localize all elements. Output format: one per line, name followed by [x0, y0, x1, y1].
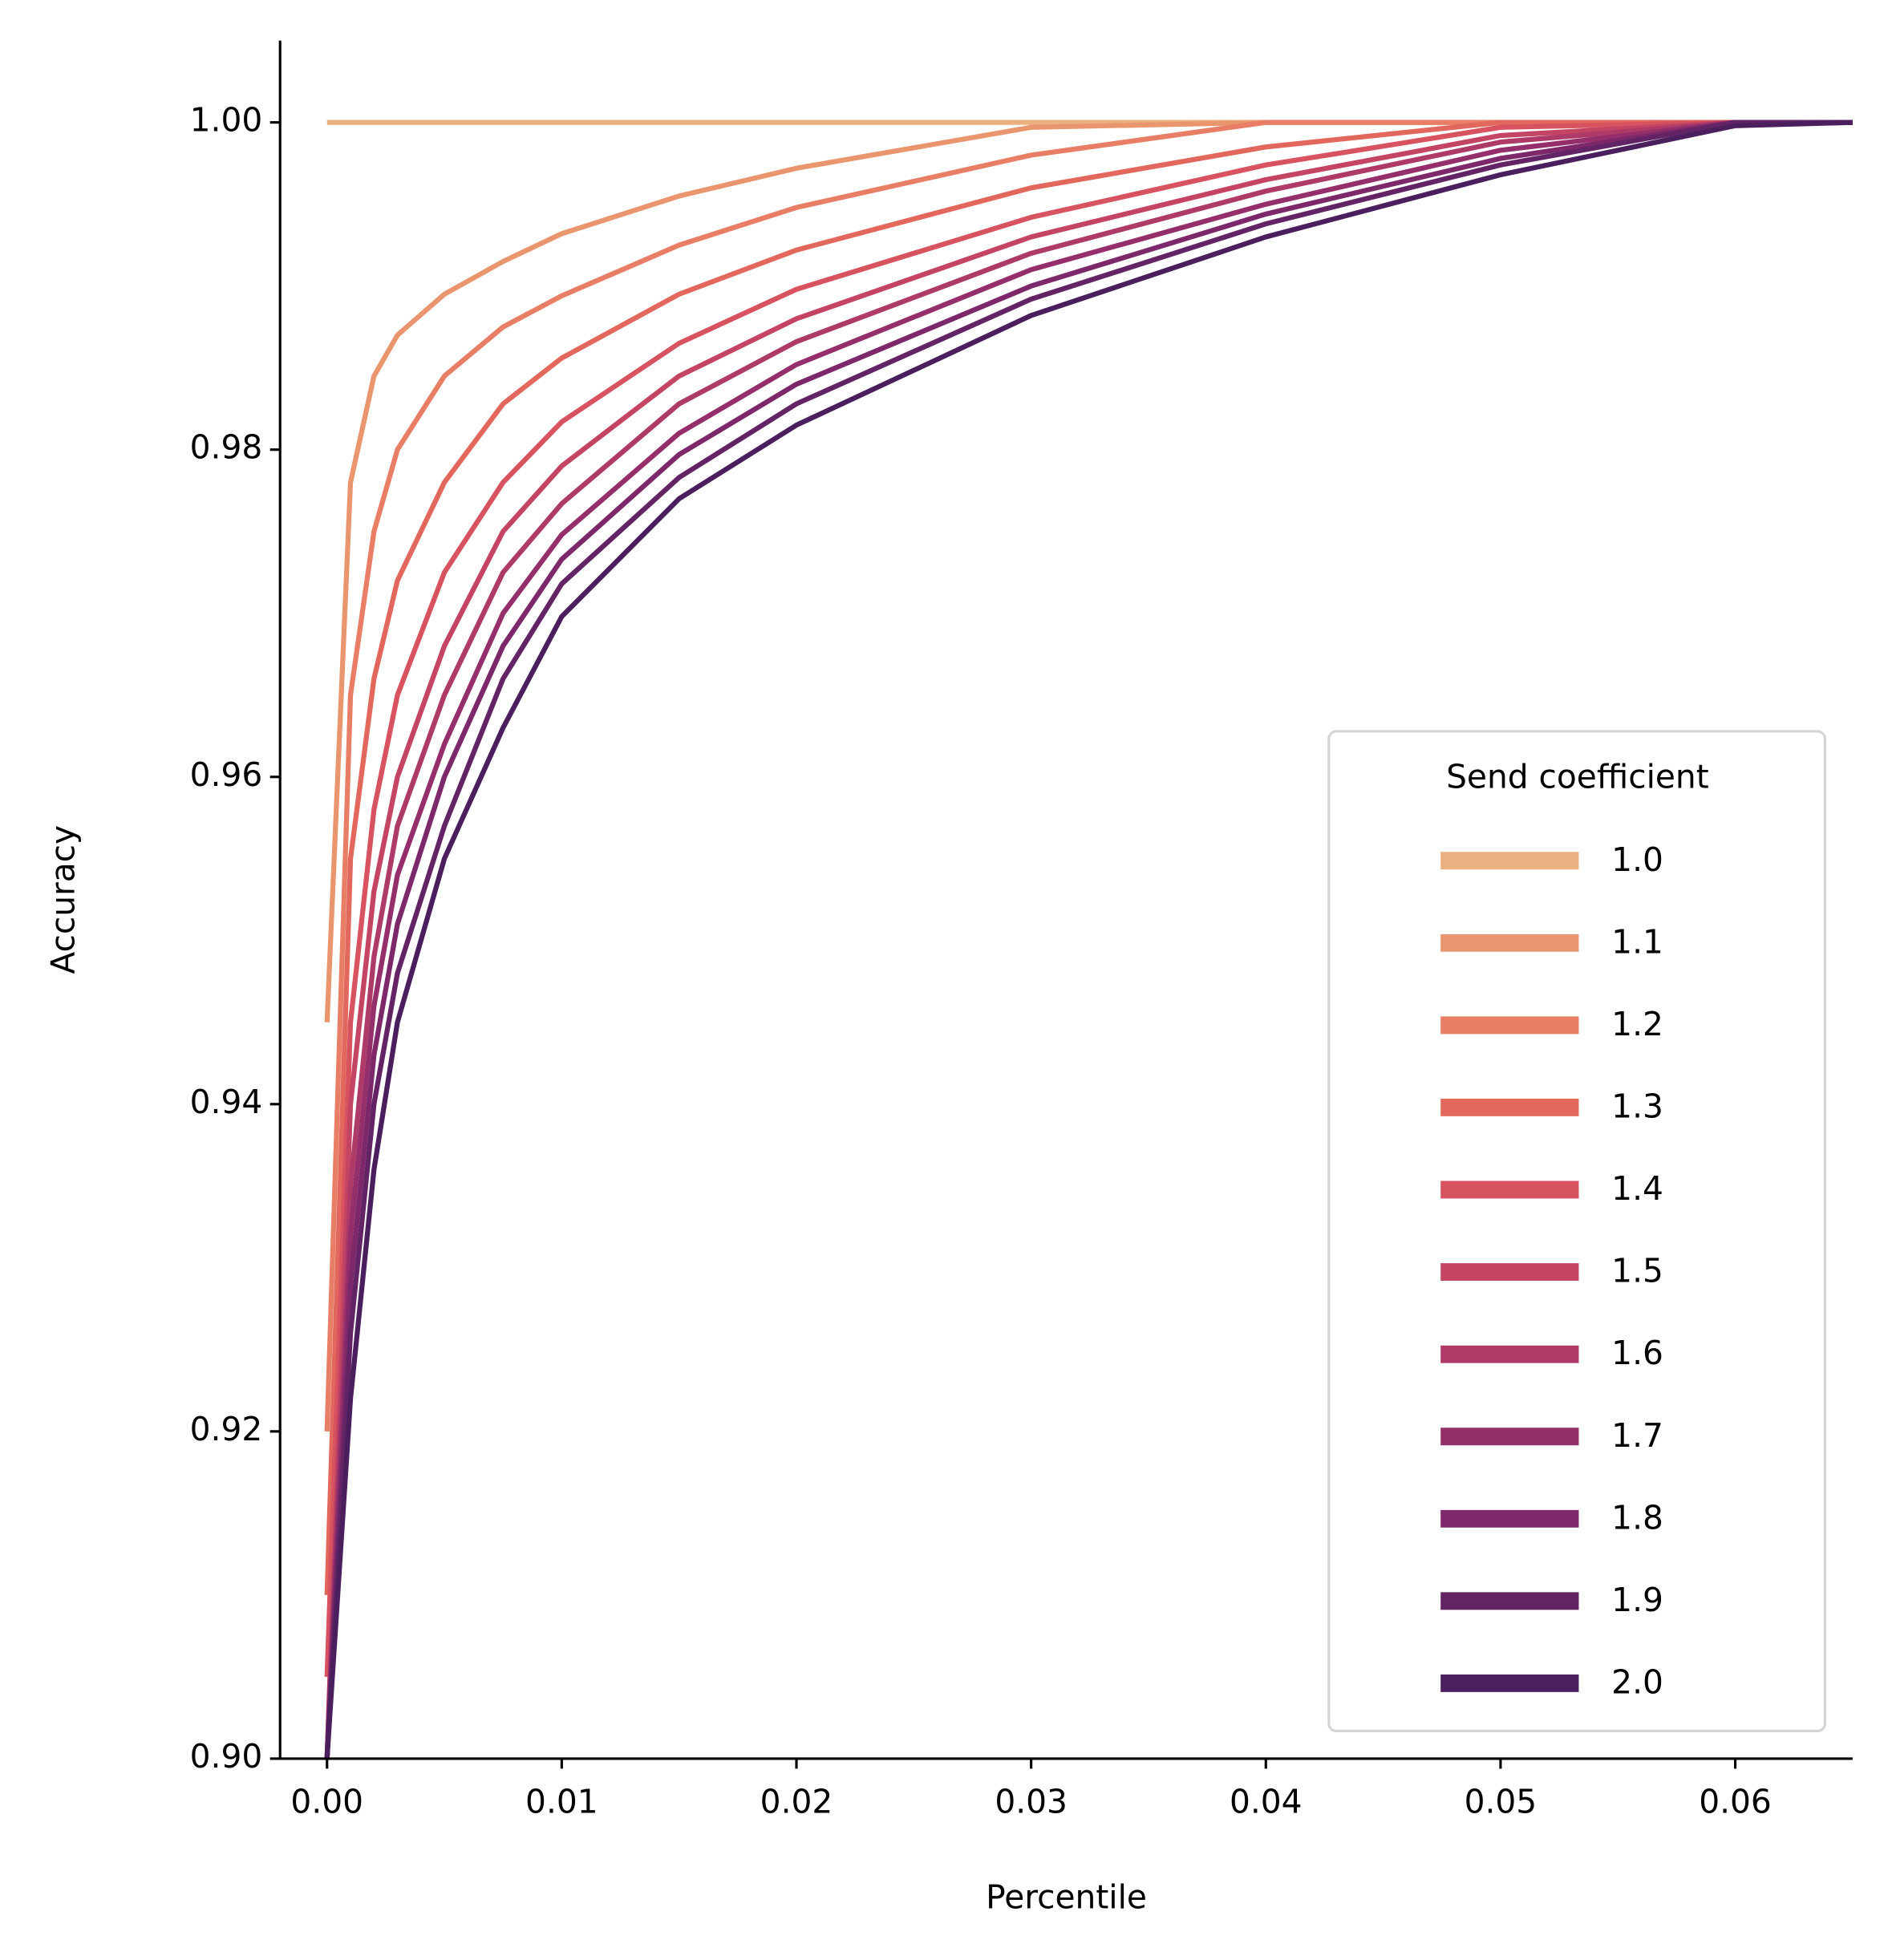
legend-box: [1327, 730, 1826, 1733]
legend-label: 1.0: [1611, 840, 1663, 879]
y-tick-label: 0.92: [190, 1410, 263, 1448]
series-line: [324, 119, 1853, 1759]
series-line: [324, 119, 1853, 1595]
legend-label: 1.7: [1611, 1416, 1663, 1455]
x-tick-label: 0.03: [995, 1782, 1068, 1820]
y-tick-label: 0.94: [190, 1083, 263, 1121]
legend-label: 1.1: [1611, 922, 1663, 961]
y-tick-label: 0.98: [190, 428, 263, 467]
legend-label: 1.5: [1611, 1252, 1663, 1290]
series-line: [324, 119, 1853, 1759]
legend-label: 1.4: [1611, 1169, 1663, 1208]
legend-label: 1.6: [1611, 1334, 1663, 1372]
series-line: [324, 119, 1853, 1759]
legend-label: 1.3: [1611, 1087, 1663, 1126]
series-line: [324, 119, 1853, 1432]
x-tick-label: 0.05: [1465, 1782, 1538, 1820]
series-line: [324, 119, 1853, 1759]
series-line: [324, 119, 1853, 1759]
y-tick-label: 1.00: [190, 101, 263, 140]
x-tick-label: 0.02: [760, 1782, 833, 1820]
x-tick-label: 0.01: [525, 1782, 598, 1820]
x-tick-label: 0.04: [1230, 1782, 1303, 1820]
legend-label: 2.0: [1611, 1663, 1663, 1702]
series-line: [324, 119, 1853, 1759]
y-tick-label: 0.96: [190, 755, 263, 794]
x-tick-label: 0.00: [290, 1782, 363, 1820]
legend-label: 1.8: [1611, 1498, 1663, 1537]
plot-area: [324, 119, 1853, 1759]
y-tick-label: 0.90: [190, 1737, 263, 1776]
legend: Send coefficient 1.0 1.1 1.2 1.3 1.4 1.5 1.6 1.…: [1327, 730, 1826, 1733]
series-line: [324, 119, 1853, 1678]
legend-label: 1.9: [1611, 1581, 1663, 1619]
legend-title: Send coefficient: [1446, 757, 1709, 796]
legend-label: 1.2: [1611, 1005, 1663, 1043]
y-axis-label: Accuracy: [43, 825, 82, 974]
x-tick-label: 0.06: [1699, 1782, 1772, 1820]
x-axis-label: Percentile: [986, 1877, 1147, 1916]
